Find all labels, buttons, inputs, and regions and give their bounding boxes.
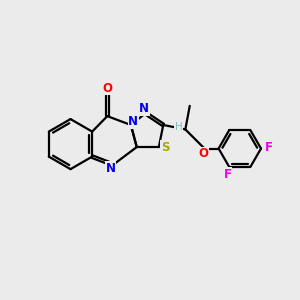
Text: O: O: [102, 82, 112, 95]
Text: N: N: [139, 102, 149, 115]
Text: O: O: [198, 147, 208, 160]
Text: F: F: [265, 141, 273, 154]
Text: H: H: [175, 122, 183, 132]
Text: N: N: [128, 115, 138, 128]
Text: S: S: [161, 141, 170, 154]
Text: F: F: [224, 168, 232, 181]
Text: N: N: [106, 162, 116, 175]
